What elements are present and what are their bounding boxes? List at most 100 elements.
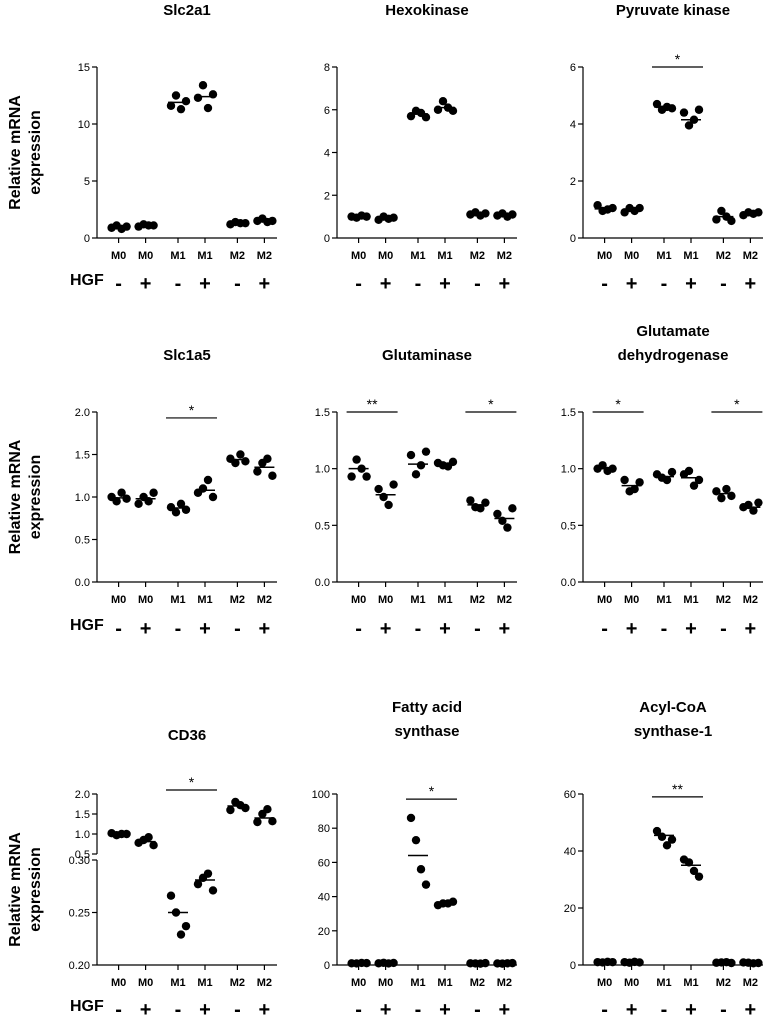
x-tick-label: M0: [111, 594, 126, 606]
y-tick-label: 1.5: [561, 407, 576, 419]
data-point: [689, 866, 699, 876]
chart-title: Pyruvate kinase: [616, 2, 730, 19]
data-point: [149, 488, 158, 497]
x-tick-label: M0: [378, 977, 393, 989]
y-tick-label: 10: [78, 119, 90, 131]
hgf-sign: +: [199, 273, 211, 295]
hgf-sign: +: [439, 999, 451, 1018]
data-point: [112, 497, 121, 506]
x-tick-label: M0: [624, 977, 639, 989]
x-tick-label: M1: [170, 250, 185, 262]
hgf-sign: +: [380, 273, 392, 295]
x-tick-label: M2: [470, 977, 485, 989]
data-point: [122, 494, 131, 503]
data-point: [181, 921, 191, 931]
y-tick-label: 0.0: [561, 577, 576, 589]
chart-title: Glutaminase: [382, 347, 472, 364]
x-tick-label: M1: [197, 977, 212, 989]
y-tick-label: 0: [324, 233, 330, 245]
data-point: [503, 523, 512, 532]
x-tick-label: M2: [716, 250, 731, 262]
data-point: [679, 108, 689, 117]
hgf-sign: +: [499, 618, 511, 640]
hgf-sign: +: [140, 273, 152, 295]
hgf-sign: +: [140, 618, 152, 640]
data-point: [593, 201, 602, 210]
data-point: [263, 454, 272, 463]
chart-title: dehydrogenase: [618, 347, 729, 364]
y-axis-label-row-3: Relative mRNA expression: [7, 832, 44, 947]
x-tick-label: M2: [497, 977, 512, 989]
significance-label: *: [189, 402, 195, 418]
y-tick-label: 1.0: [75, 492, 90, 504]
y-tick-label: 4: [324, 148, 330, 160]
y-axis-label-line: expression: [27, 110, 44, 194]
data-point: [630, 484, 639, 494]
x-tick-label: M0: [597, 977, 612, 989]
data-point: [662, 475, 672, 485]
data-point: [652, 826, 662, 836]
hgf-sign: +: [685, 999, 697, 1018]
data-point: [694, 872, 704, 881]
significance-label: **: [367, 396, 378, 412]
y-tick-label: 4: [570, 119, 576, 131]
x-tick-label: M0: [378, 250, 393, 262]
data-point: [438, 97, 448, 106]
significance-label: *: [675, 51, 681, 67]
data-point: [176, 930, 186, 939]
data-point: [684, 466, 694, 476]
y-tick-label: 15: [78, 62, 90, 74]
hgf-sign: -: [474, 618, 481, 640]
data-point: [236, 450, 245, 459]
hgf-sign: +: [499, 273, 511, 295]
x-tick-label: M0: [111, 977, 126, 989]
chart-title: CD36: [168, 727, 206, 744]
data-point: [384, 500, 393, 510]
x-tick-label: M2: [230, 250, 245, 262]
y-tick-label: 1.5: [75, 809, 90, 821]
data-point: [389, 480, 398, 489]
chart-title: Fatty acid: [392, 699, 462, 716]
hgf-sign: -: [115, 999, 122, 1018]
y-tick-label: 40: [318, 892, 330, 904]
x-tick-label: M0: [624, 250, 639, 262]
hgf-sign: -: [175, 618, 182, 640]
x-tick-label: M2: [716, 977, 731, 989]
y-tick-label: 60: [318, 857, 330, 869]
hgf-sign: +: [259, 999, 271, 1018]
y-tick-label: 1.0: [75, 829, 90, 841]
hgf-sign: +: [380, 999, 392, 1018]
y-tick-label: 0.30: [69, 855, 90, 867]
data-point: [598, 461, 607, 470]
hgf-sign: -: [234, 618, 241, 640]
y-tick-label: 0: [570, 960, 576, 972]
y-tick-label: 0.5: [315, 520, 330, 532]
x-tick-label: M0: [138, 250, 153, 262]
hgf-sign: -: [175, 273, 182, 295]
hgf-sign: -: [720, 618, 727, 640]
data-point: [241, 803, 250, 813]
hgf-sign: -: [601, 618, 608, 640]
data-point: [231, 458, 240, 468]
panel-slc2a1: Slc2a1 0 5 10 15 M0 - M0 + M1 - M1 + M2 - M2 +: [78, 2, 277, 295]
data-point: [208, 492, 218, 502]
data-point: [684, 121, 694, 130]
x-tick-label: M0: [351, 594, 366, 606]
x-tick-label: M1: [656, 250, 671, 262]
data-point: [203, 869, 213, 878]
panel-slc1a5: Slc1a5 0.0 0.5 1.0 1.5 2.0 M0 - M0 + M1 - M1 + M2 - M2 + *: [75, 347, 277, 640]
hgf-sign: +: [499, 999, 511, 1018]
data-point: [620, 475, 629, 485]
hgf-sign: -: [175, 999, 182, 1018]
x-tick-label: M0: [138, 977, 153, 989]
data-point: [253, 817, 262, 827]
hgf-sign: +: [439, 273, 451, 295]
x-tick-label: M1: [656, 977, 671, 989]
data-point: [198, 81, 208, 90]
x-tick-label: M0: [378, 594, 393, 606]
x-tick-label: M1: [683, 250, 698, 262]
x-tick-label: M0: [597, 250, 612, 262]
panel-glutamate-dehydrogenase: Glutamate dehydrogenase 0.0 0.5 1.0 1.5 M0 - M0 +…: [561, 323, 763, 640]
data-point: [421, 880, 431, 889]
